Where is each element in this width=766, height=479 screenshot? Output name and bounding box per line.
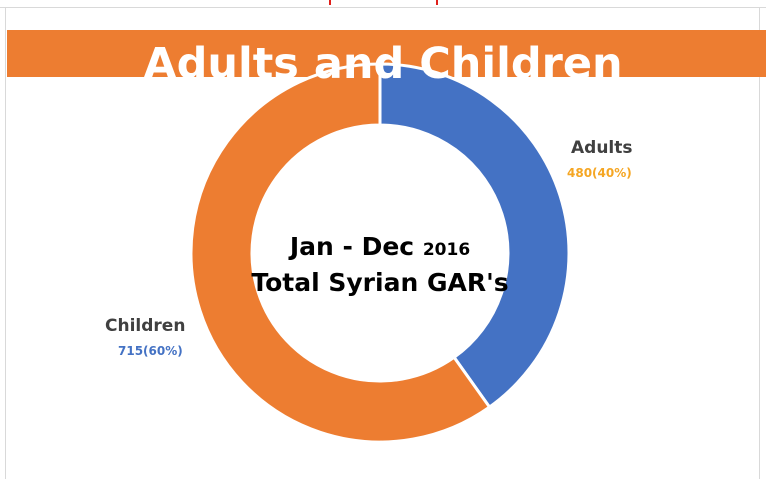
center-label-period: Jan - Dec 2016 xyxy=(230,232,530,261)
red-tick-right xyxy=(436,0,438,5)
donut-slice-adults xyxy=(378,62,571,410)
red-tick-left xyxy=(329,0,331,5)
center-year: 2016 xyxy=(422,240,471,260)
slide-frame xyxy=(5,8,760,479)
center-period: Jan - Dec xyxy=(289,232,415,261)
chart-title: Adults and Children xyxy=(143,39,623,89)
data-label-children-name: Children xyxy=(105,316,186,336)
donut-slice-children xyxy=(189,62,492,444)
top-rule xyxy=(0,7,766,8)
center-label-total: Total Syrian GAR's xyxy=(251,268,509,297)
data-label-children-value: 715(60%) xyxy=(118,344,183,358)
data-label-adults-value: 480(40%) xyxy=(567,166,632,180)
data-label-adults-name: Adults xyxy=(571,138,633,158)
